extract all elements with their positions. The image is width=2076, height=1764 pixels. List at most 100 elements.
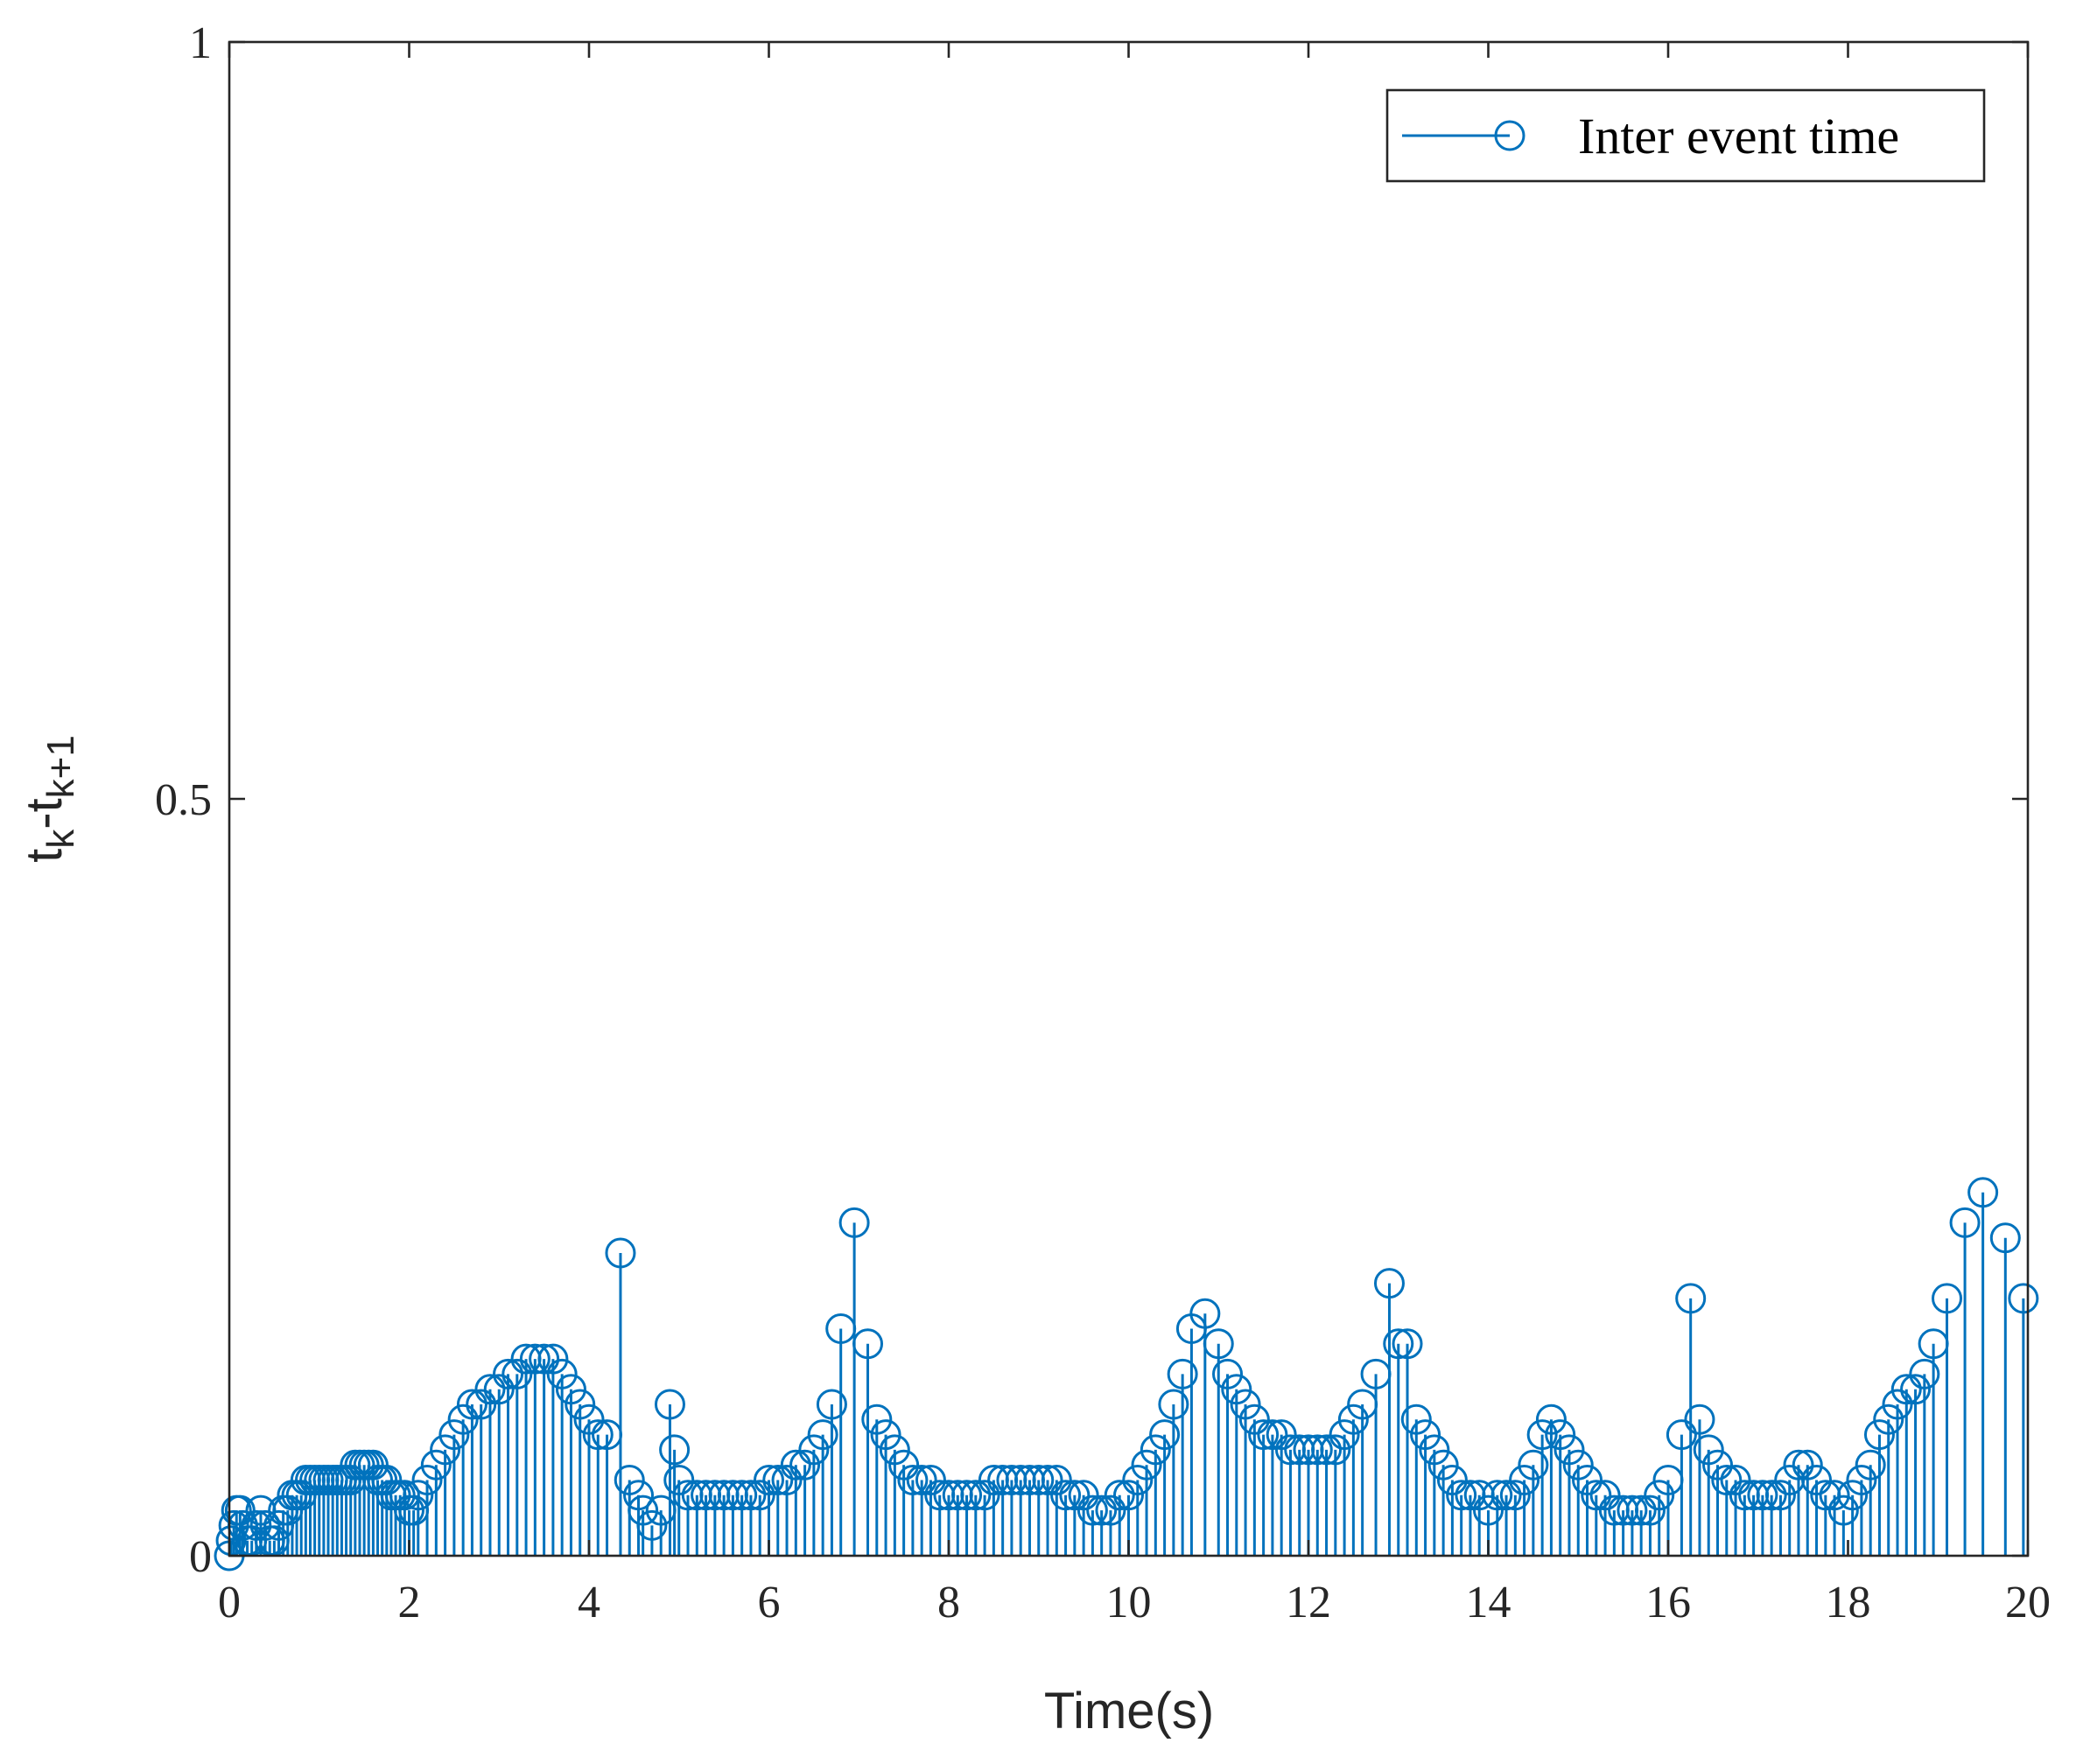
stem-marker <box>780 1449 811 1480</box>
stem-marker <box>1104 1480 1135 1511</box>
stem-marker <box>1392 1328 1423 1360</box>
stem-marker <box>1221 1374 1252 1405</box>
stem-marker <box>1446 1480 1477 1511</box>
y-axis-title-mid: -t <box>16 798 73 829</box>
stem-marker <box>636 1509 668 1541</box>
stem-marker <box>1059 1480 1091 1511</box>
stem-marker <box>1266 1419 1297 1451</box>
y-axis-title-base: t <box>16 849 73 863</box>
stem-marker <box>726 1480 758 1511</box>
stem-marker <box>1572 1465 1603 1495</box>
stem-marker <box>628 1494 659 1526</box>
stem-marker <box>1792 1449 1823 1480</box>
x-tick-label: 14 <box>1466 1578 1511 1628</box>
stem-marker <box>1882 1389 1913 1420</box>
stem-marker <box>1581 1480 1612 1511</box>
stem-marker <box>825 1313 857 1344</box>
stem-marker <box>1086 1494 1118 1526</box>
stem-marker <box>398 1494 430 1526</box>
stem-marker <box>960 1480 992 1511</box>
stem-marker <box>1050 1480 1082 1511</box>
stem-marker <box>592 1419 623 1451</box>
plot-area <box>229 42 2028 1556</box>
x-axis: 0 2 4 6 8 10 12 14 16 18 20 <box>218 42 2051 1628</box>
x-tick-label: 2 <box>398 1578 421 1628</box>
stem-marker <box>1167 1358 1198 1390</box>
stem-marker <box>1400 1404 1432 1435</box>
stem-marker <box>411 1465 443 1495</box>
stem-marker <box>1212 1358 1244 1390</box>
stem-marker <box>654 1389 685 1420</box>
stem-marker <box>1041 1465 1072 1495</box>
stem-marker <box>807 1419 838 1451</box>
stem-marker <box>483 1374 515 1405</box>
x-tick-label: 0 <box>218 1578 241 1628</box>
stem-marker <box>605 1237 636 1269</box>
y-axis-title: tk-tk+1 <box>16 735 82 863</box>
stem-marker <box>430 1434 461 1466</box>
stem-marker <box>1360 1358 1392 1390</box>
stem-marker <box>1967 1177 1999 1208</box>
stem-marker <box>1122 1465 1154 1495</box>
stem-marker <box>789 1449 821 1480</box>
stem-marker <box>915 1465 946 1495</box>
stem-marker <box>1545 1419 1576 1451</box>
stem-marker <box>1410 1419 1441 1451</box>
x-tick-label: 12 <box>1286 1578 1331 1628</box>
stem-marker <box>1158 1389 1189 1420</box>
stem-marker <box>1257 1419 1288 1451</box>
stem-marker <box>1149 1419 1181 1451</box>
stem-marker <box>1783 1449 1814 1480</box>
stem-marker <box>1095 1494 1126 1526</box>
stem-marker <box>861 1404 893 1435</box>
stem-marker <box>1827 1494 1859 1526</box>
y-axis-title-sub1: k <box>39 829 82 849</box>
stem-marker <box>1932 1283 1963 1314</box>
stem-marker <box>1535 1404 1567 1435</box>
stem-marker <box>762 1465 794 1495</box>
stem-marker <box>466 1389 497 1420</box>
stem-marker <box>474 1374 506 1405</box>
stem-marker <box>1711 1465 1743 1495</box>
stem-marker <box>420 1449 452 1480</box>
stem-marker <box>838 1207 870 1238</box>
stem-marker <box>1482 1480 1513 1511</box>
y-tick-label: 0 <box>189 1532 212 1582</box>
stem-marker <box>1801 1465 1833 1495</box>
stem-marker <box>1023 1465 1055 1495</box>
legend-label: Inter event time <box>1578 108 1899 164</box>
x-tick-label: 18 <box>1826 1578 1871 1628</box>
stem-marker <box>1863 1419 1895 1451</box>
x-tick-label: 4 <box>578 1578 600 1628</box>
stem-marker <box>1747 1480 1778 1511</box>
stem-marker <box>1113 1480 1144 1511</box>
stem-marker <box>1562 1449 1594 1480</box>
stem-marker <box>1347 1389 1378 1420</box>
stem-marker <box>852 1328 884 1360</box>
stem-marker <box>1189 1298 1221 1329</box>
y-tick-label: 0.5 <box>155 775 212 825</box>
stem-marker <box>582 1419 614 1451</box>
stem-marker <box>735 1480 767 1511</box>
stem-marker <box>1666 1419 1697 1451</box>
stem-marker <box>389 1480 420 1511</box>
stem-marker <box>249 1509 281 1541</box>
stem-marker <box>2008 1283 2039 1314</box>
stem-marker <box>1131 1449 1162 1480</box>
stem-marker <box>1373 1268 1405 1299</box>
stem-marker <box>879 1434 910 1466</box>
stem-marker <box>573 1404 605 1435</box>
stem-marker <box>546 1358 578 1390</box>
stem-marker <box>493 1358 524 1390</box>
stem-marker <box>555 1374 586 1405</box>
stem-marker <box>1949 1207 1981 1238</box>
stem-marker <box>771 1465 803 1495</box>
stem-marker <box>870 1419 901 1451</box>
stem-marker <box>1837 1480 1869 1511</box>
stem-marker <box>754 1465 784 1495</box>
stem-marker <box>816 1389 847 1420</box>
stem-marker <box>1427 1449 1459 1480</box>
stem-marker <box>1644 1480 1675 1511</box>
stem-marker <box>447 1404 479 1435</box>
